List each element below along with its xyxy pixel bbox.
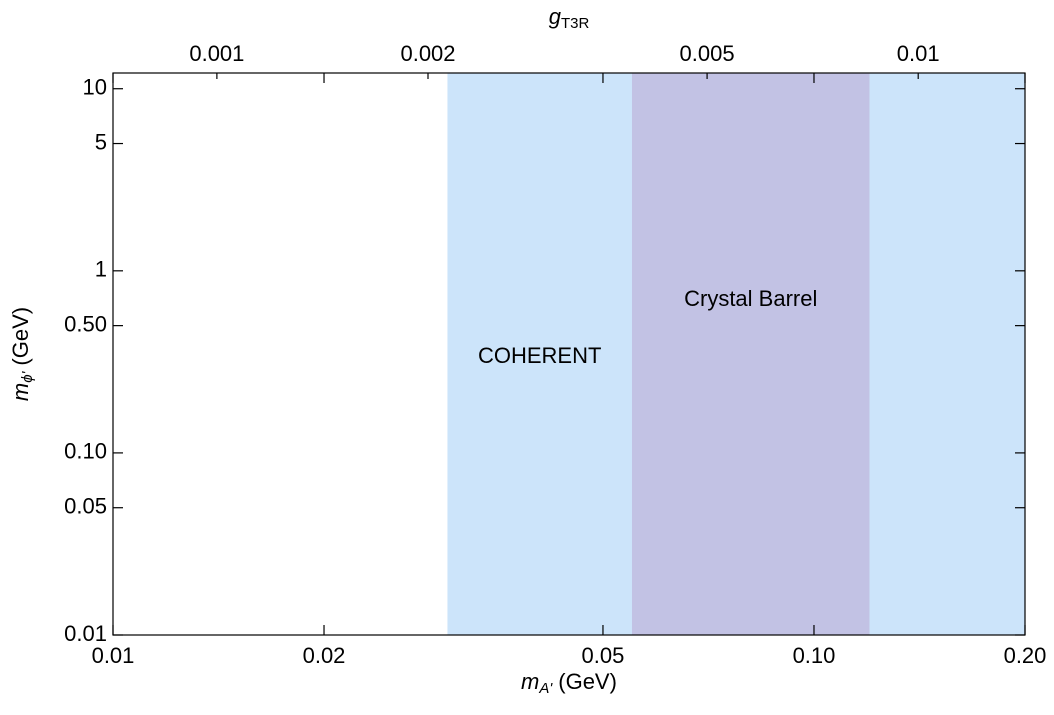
y-tick-label: 1 <box>95 257 107 282</box>
y-label-subscript: ϕ' <box>19 370 36 382</box>
x2-tick-label: 0.001 <box>189 41 244 66</box>
x-label-subscript: A' <box>538 680 553 697</box>
y-label-unit: (GeV) <box>8 307 33 366</box>
x-label-unit: (GeV) <box>558 669 617 694</box>
x2-axis-label: gT3R <box>549 4 590 32</box>
plot-frame <box>112 72 1026 636</box>
y-tick-label: 0.05 <box>64 494 107 519</box>
x-label-symbol: m <box>521 669 539 694</box>
x-tick-label: 0.20 <box>1004 643 1047 668</box>
region-label: Crystal Barrel <box>684 286 817 311</box>
x2-tick-label: 0.01 <box>897 41 940 66</box>
x-tick-label: 0.05 <box>582 643 625 668</box>
y-axis-label: mϕ' (GeV) <box>8 307 36 401</box>
x2-label-subscript: T3R <box>561 15 590 32</box>
y-tick-label: 10 <box>83 75 107 100</box>
x-tick-label: 0.10 <box>793 643 836 668</box>
x2-tick-label: 0.002 <box>400 41 455 66</box>
y-tick-label: 0.10 <box>64 439 107 464</box>
y-label-symbol: m <box>8 383 33 401</box>
y-tick-label: 0.50 <box>64 311 107 336</box>
x2-label-symbol: g <box>549 4 562 29</box>
x-tick-label: 0.01 <box>92 643 135 668</box>
x2-tick-label: 0.005 <box>680 41 735 66</box>
regions: COHERENT Crystal Barrel <box>447 73 1025 635</box>
x-tick-label: 0.02 <box>303 643 346 668</box>
region-band <box>631 73 870 635</box>
region-label: COHERENT <box>478 343 601 368</box>
y-tick-label: 5 <box>95 129 107 154</box>
x-axis-label: mA' (GeV) <box>521 669 617 697</box>
y-tick-label: 0.01 <box>64 621 107 646</box>
